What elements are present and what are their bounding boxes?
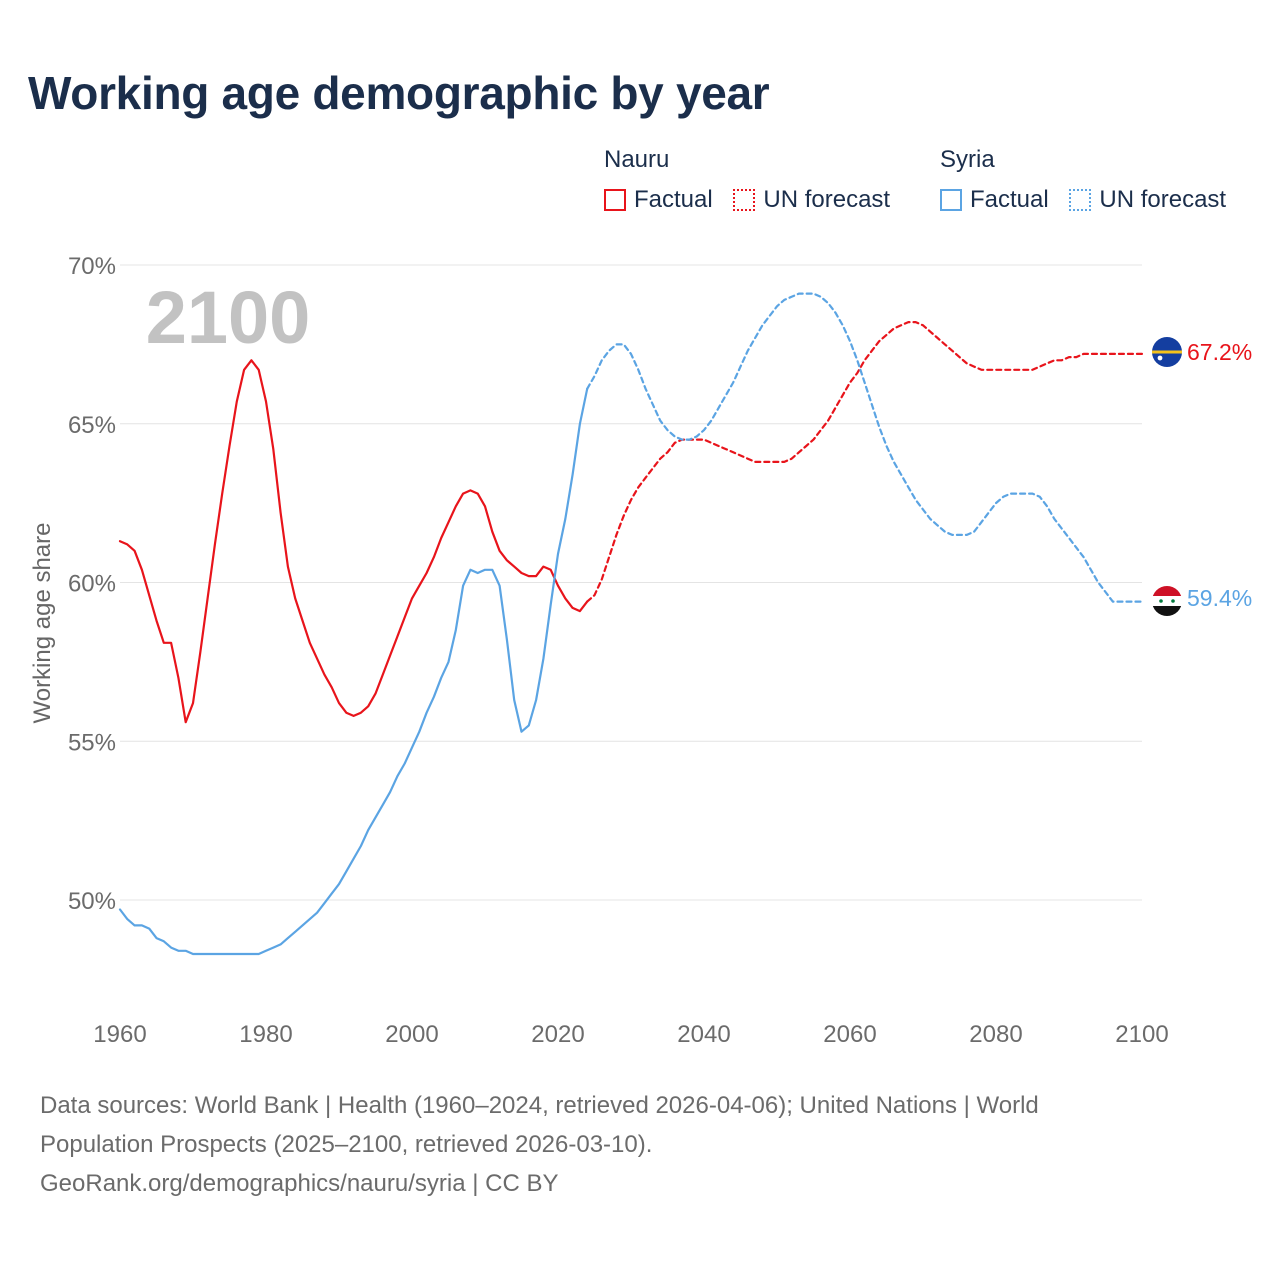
y-axis-ticks: 50% 55% 60% 65% 70% [68,253,116,915]
legend-nauru-name: Nauru [604,146,670,173]
x-tick-label: 1980 [239,1021,292,1048]
series-line-nauru-un-forecast[interactable] [586,321,1144,603]
y-tick-label: 65% [68,412,116,439]
legend-syria-factual[interactable]: Factual [940,186,1049,214]
grid-lines [120,264,1142,901]
x-tick-label: 2000 [385,1021,438,1048]
x-tick-label: 2020 [531,1021,584,1048]
sources-line-1: Data sources: World Bank | Health (1960–… [40,1092,1039,1119]
series-line-syria-factual[interactable] [118,387,589,956]
legend-nauru-forecast[interactable]: UN forecast [733,186,890,214]
series-line-nauru-factual[interactable] [118,359,589,724]
series-lines [118,292,1144,956]
x-tick-label: 2080 [969,1021,1022,1048]
legend-syria-name: Syria [940,146,995,173]
legend-swatch-dotted-icon [1069,189,1092,211]
legend-label: UN forecast [763,186,891,213]
legend-label: Factual [970,186,1049,213]
nauru-end-label: 67.2% [1187,339,1252,365]
legend-label: UN forecast [1099,186,1227,213]
legend-swatch-solid-icon [940,189,962,211]
legend-syria-forecast[interactable]: UN forecast [1069,186,1226,214]
legend-label: Factual [634,186,713,213]
x-tick-label: 2060 [823,1021,876,1048]
x-tick-label: 2100 [1115,1021,1168,1048]
legend-nauru-factual[interactable]: Factual [604,186,713,214]
line-chart: 50% 55% 60% 65% 70% 1960 1980 2000 2020 2040 2060… [29,253,1252,1048]
data-sources: Data sources: World Bank | Health (1960–… [40,1086,1240,1203]
x-axis-ticks: 1960 1980 2000 2020 2040 2060 2080 2100 [93,1021,1168,1048]
legend-syria: Syria Factual UN forecast [940,146,1240,218]
y-tick-label: 50% [68,888,116,915]
x-tick-label: 1960 [93,1021,146,1048]
syria-end-label: 59.4% [1187,585,1252,611]
y-tick-label: 55% [68,729,116,756]
legend-swatch-solid-icon [604,189,626,211]
y-tick-label: 70% [68,253,116,280]
x-tick-label: 2040 [677,1021,730,1048]
syria-flag-icon [1152,586,1182,616]
sources-line-2: Population Prospects (2025–2100, retriev… [40,1131,653,1158]
y-tick-label: 60% [68,571,116,598]
nauru-flag-icon [1152,337,1182,367]
sources-link[interactable]: GeoRank.org/demographics/nauru/syria | C… [40,1170,559,1197]
series-line-syria-un-forecast[interactable] [586,292,1144,603]
chart-title: Working age demographic by year [28,67,770,119]
y-axis-label: Working age share [29,523,56,724]
legend-swatch-dotted-icon [733,189,756,211]
year-watermark: 2100 [146,276,311,359]
legend-nauru: Nauru Factual UN forecast [604,146,904,218]
